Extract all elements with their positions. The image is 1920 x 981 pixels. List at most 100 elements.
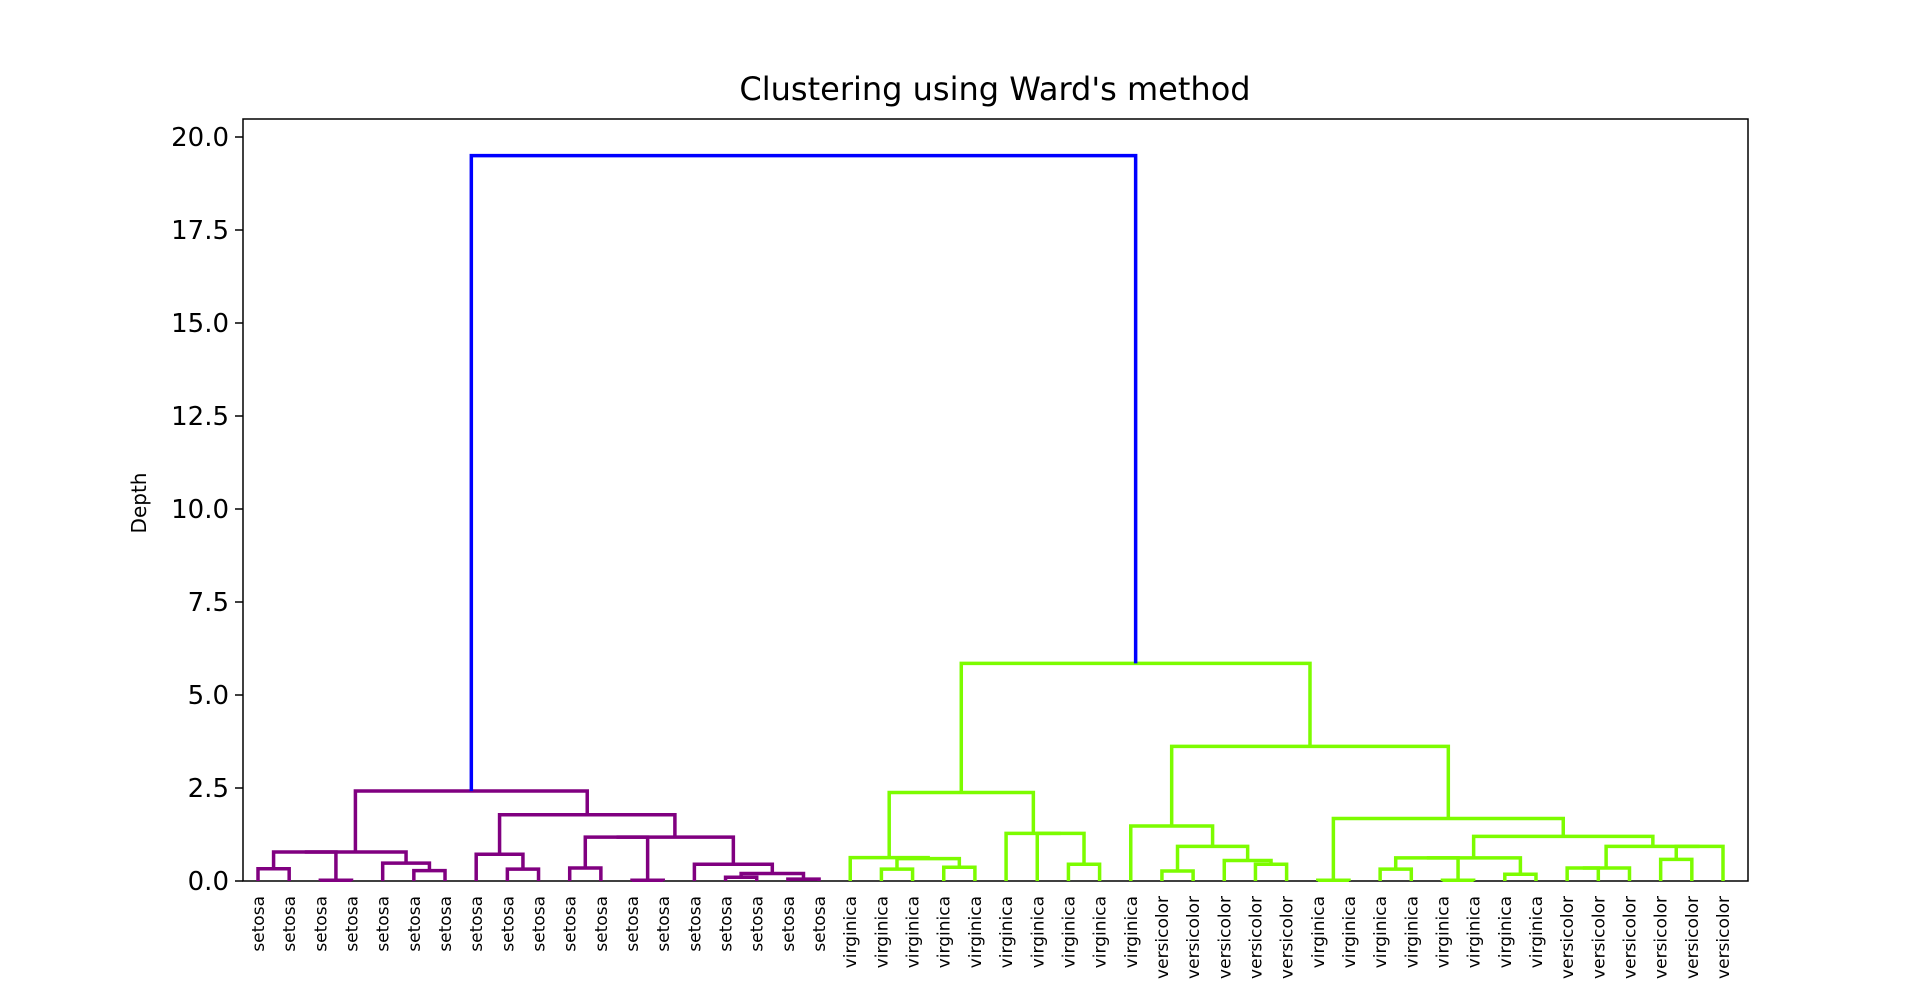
leaf-label: virginica: [1091, 896, 1111, 968]
dendrogram-link: [887, 790, 1036, 858]
dendrogram-link: [1378, 867, 1414, 881]
dendrogram-link: [630, 878, 665, 883]
leaf-label: virginica: [872, 896, 892, 968]
leaf-label: setosa: [405, 896, 425, 952]
leaf-label: setosa: [717, 896, 737, 952]
dendrogram-link: [1582, 866, 1632, 881]
leaf-label: setosa: [280, 896, 300, 952]
leaf-label: virginica: [1465, 896, 1485, 968]
leaf-label: virginica: [997, 896, 1017, 968]
leaf-label: setosa: [592, 896, 612, 952]
dendrogram-link: [1066, 862, 1102, 881]
dendrogram-link: [505, 867, 541, 881]
dendrogram-link: [1169, 744, 1451, 826]
leaf-label: setosa: [249, 896, 269, 952]
leaf-label: setosa: [561, 896, 581, 952]
dendrogram-link: [1331, 816, 1565, 881]
dendrogram-link: [1129, 824, 1215, 881]
leaf-label: setosa: [436, 896, 456, 952]
dendrogram-link: [1658, 857, 1694, 881]
leaf-label: virginica: [1340, 896, 1360, 968]
leaf-label: versicolor: [1620, 896, 1640, 979]
dendrogram-link: [879, 867, 915, 881]
leaf-label: virginica: [1122, 896, 1142, 968]
y-axis-label: Depth: [127, 473, 151, 534]
leaf-label: versicolor: [1278, 896, 1298, 979]
leaf-label: virginica: [935, 896, 955, 968]
leaf-label: virginica: [1059, 896, 1079, 968]
leaf-label: virginica: [966, 896, 986, 968]
leaf-label: versicolor: [1215, 896, 1235, 979]
dendrogram-link: [1565, 866, 1601, 881]
leaf-label: versicolor: [1558, 896, 1578, 979]
leaf-label: setosa: [530, 896, 550, 952]
dendrogram-link: [1175, 844, 1250, 871]
dendrogram-link: [567, 866, 603, 881]
leaf-label: virginica: [1028, 896, 1048, 968]
leaf-labels: setosa setosa setosa setosa setosa setosa seto…: [249, 896, 1734, 979]
dendrogram-link: [1253, 862, 1289, 881]
leaf-label: virginica: [1527, 896, 1547, 968]
dendrogram-link: [1440, 878, 1476, 883]
dendrogram-link: [583, 835, 650, 881]
dendrogram-link: [1426, 856, 1523, 875]
leaf-label: setosa: [343, 896, 363, 952]
dendrogram-link: [1160, 869, 1195, 881]
dendrogram-link: [353, 789, 589, 852]
dendrogram-link: [1393, 856, 1460, 881]
dendrogram-link: [941, 865, 977, 881]
leaf-label: versicolor: [1153, 896, 1173, 979]
dendrogram-link: [1004, 831, 1061, 881]
leaf-label: versicolor: [1589, 896, 1609, 979]
dendrogram-link: [959, 661, 1312, 793]
leaf-label: virginica: [1402, 896, 1422, 968]
dendrogram-link: [271, 850, 338, 881]
dendrogram-link: [616, 835, 736, 865]
leaf-label: setosa: [498, 896, 518, 952]
dendrogram-link: [1503, 872, 1538, 881]
leaf-label: virginica: [841, 896, 861, 968]
dendrogram-link: [1604, 844, 1700, 868]
y-tick-label: 7.5: [188, 588, 229, 618]
leaf-label: setosa: [779, 896, 799, 952]
dendrogram-link: [1316, 878, 1351, 883]
leaf-label: versicolor: [1246, 896, 1266, 979]
leaf-label: setosa: [654, 896, 674, 952]
dendrogram-link: [469, 153, 1138, 791]
leaf-label: versicolor: [1683, 896, 1703, 979]
y-tick-label: 15.0: [171, 309, 229, 339]
y-tick-label: 17.5: [171, 216, 229, 246]
dendrogram-link: [1674, 844, 1725, 881]
dendrogram-link: [318, 878, 354, 883]
leaf-label: setosa: [623, 896, 643, 952]
y-axis: 0.0 2.5 5.0 7.5 10.0 12.5 15.0 17.5 20.0: [171, 123, 243, 897]
dendrogram-links: [256, 153, 1725, 883]
leaf-label: virginica: [1433, 896, 1453, 968]
leaf-label: setosa: [374, 896, 394, 952]
leaf-label: setosa: [467, 896, 487, 952]
dendrogram-link: [412, 868, 447, 881]
dendrogram-link: [1035, 831, 1086, 881]
plot-frame: [242, 118, 1749, 882]
dendrogram-link: [786, 877, 821, 881]
leaf-label: versicolor: [1184, 896, 1204, 979]
dendrogram-link: [256, 866, 291, 881]
leaf-label: setosa: [748, 896, 768, 952]
leaf-label: virginica: [904, 896, 924, 968]
leaf-label: virginica: [1371, 896, 1391, 968]
dendrogram-link: [304, 850, 408, 864]
y-tick-label: 20.0: [171, 123, 229, 153]
leaf-label: setosa: [810, 896, 830, 952]
leaf-label: virginica: [1309, 896, 1329, 968]
leaf-label: setosa: [311, 896, 331, 952]
y-tick-label: 0.0: [188, 867, 229, 897]
chart-title: Clustering using Ward's method: [739, 70, 1250, 108]
y-tick-label: 5.0: [188, 681, 229, 711]
y-tick-label: 12.5: [171, 402, 229, 432]
y-tick-label: 10.0: [171, 495, 229, 525]
leaf-label: versicolor: [1652, 896, 1672, 979]
leaf-label: setosa: [685, 896, 705, 952]
leaf-label: versicolor: [1714, 896, 1734, 979]
leaf-label: virginica: [1496, 896, 1516, 968]
